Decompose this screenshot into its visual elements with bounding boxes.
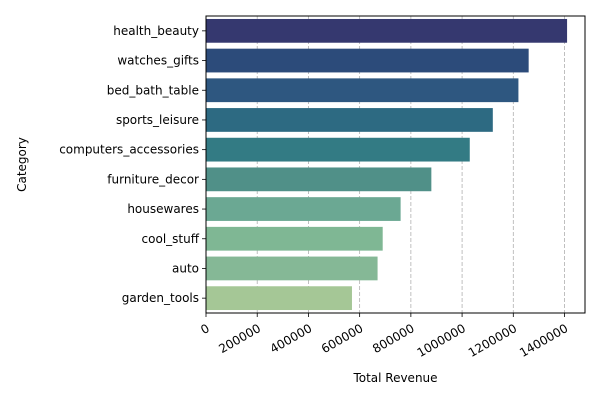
bar-bed-bath-table — [206, 78, 519, 103]
plot-frame — [205, 15, 586, 314]
y-tick-label: cool_stuff — [142, 232, 200, 246]
x-axis-label: Total Revenue — [352, 371, 437, 385]
y-tick-label: garden_tools — [122, 291, 199, 305]
y-tick-label: sports_leisure — [116, 113, 199, 127]
bar-watches-gifts — [206, 48, 529, 73]
x-tick-label: 1000000 — [415, 321, 468, 360]
y-tick-label: furniture_decor — [107, 172, 199, 186]
x-tick-label: 1400000 — [517, 321, 570, 360]
y-tick-label: auto — [172, 261, 199, 275]
x-tick-label: 200000 — [216, 321, 263, 356]
x-axis-ticks: 0 200000 400000 600000 800000100000012000001… — [198, 313, 570, 360]
y-axis-ticks: health_beauty watches_gifts bed_bath_table… — [59, 24, 206, 305]
bar-garden-tools — [206, 286, 352, 311]
y-tick-label: watches_gifts — [117, 54, 199, 68]
y-tick-label: health_beauty — [113, 24, 199, 38]
bar-health-beauty — [206, 18, 568, 43]
x-tick-label: 0 — [198, 321, 212, 337]
y-axis-label: Category — [15, 137, 29, 192]
x-tick-label: 600000 — [319, 321, 366, 356]
bars — [206, 18, 568, 311]
bar-cool-stuff — [206, 226, 383, 251]
y-tick-label: housewares — [127, 202, 199, 216]
bar-auto — [206, 256, 378, 281]
x-tick-label: 400000 — [268, 321, 315, 356]
x-tick-label: 1200000 — [466, 321, 519, 360]
bar-computers-accessories — [206, 137, 470, 162]
bar-housewares — [206, 197, 401, 221]
bar-sports-leisure — [206, 108, 493, 132]
y-tick-label: bed_bath_table — [107, 83, 199, 97]
y-tick-label: computers_accessories — [59, 143, 199, 157]
x-tick-label: 800000 — [370, 321, 417, 356]
bar-furniture-decor — [206, 167, 432, 192]
